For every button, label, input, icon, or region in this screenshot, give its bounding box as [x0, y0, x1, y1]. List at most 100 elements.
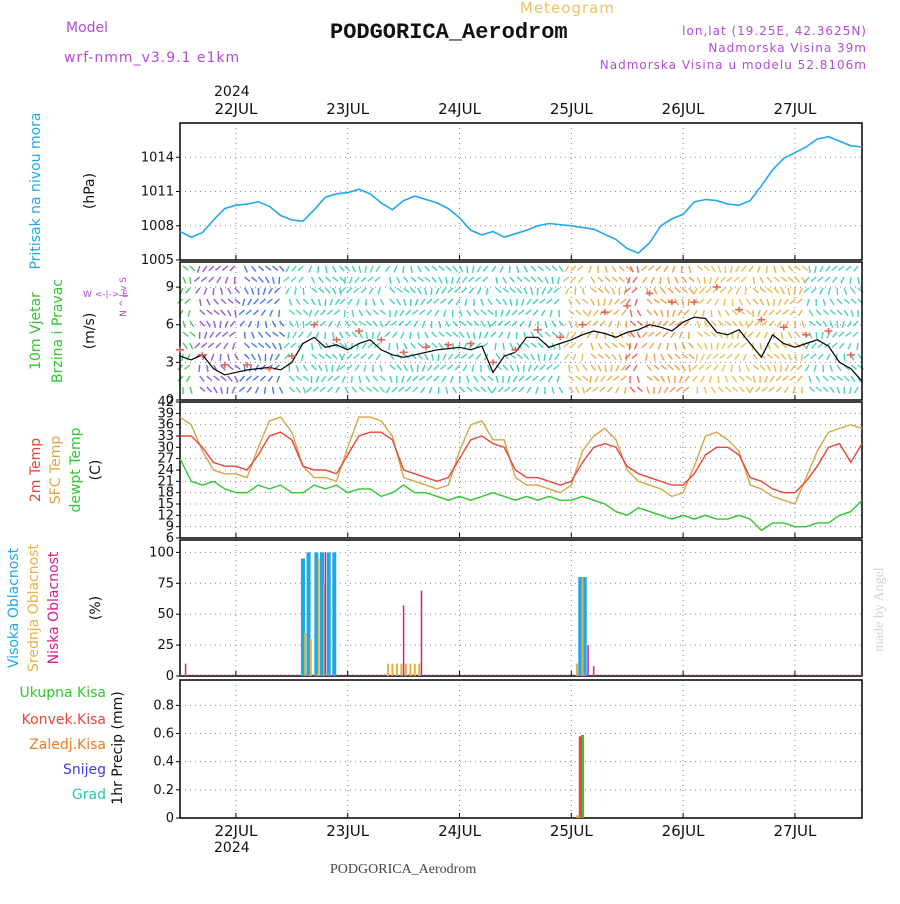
wind-barb — [611, 365, 612, 372]
wind-barb — [366, 387, 371, 391]
wind-barb — [410, 332, 411, 339]
wind-barb — [781, 365, 782, 372]
y-tick-label: 3 — [166, 355, 174, 370]
wind-barb — [703, 310, 705, 317]
wind-barb — [446, 266, 451, 271]
wind-barb — [840, 343, 845, 348]
wind-barb — [446, 387, 448, 394]
wind-barb — [425, 288, 427, 295]
wind-barb — [624, 387, 626, 394]
wind-barb — [500, 266, 503, 272]
wind-barb — [454, 288, 459, 292]
wind-barb — [309, 310, 311, 317]
wind-barb — [491, 332, 496, 337]
wind-barb — [697, 332, 702, 336]
wind-barb — [825, 277, 830, 282]
wind-barb — [312, 288, 317, 292]
wind-barb — [736, 288, 739, 294]
wind-barb — [333, 332, 335, 339]
wind-barb — [524, 277, 529, 281]
wind-barb — [439, 266, 444, 270]
cloud-bar — [587, 645, 589, 676]
wind-barb — [844, 310, 848, 316]
wind-barb — [505, 387, 510, 391]
wind-barb — [684, 387, 689, 391]
wind-barb — [436, 288, 439, 294]
wind-barb — [419, 376, 424, 380]
wind-barb — [364, 365, 366, 372]
wind-barb — [472, 365, 474, 372]
y-tick-label: 0.2 — [153, 783, 174, 798]
wind-barb — [312, 365, 317, 370]
wind-barb — [247, 387, 251, 392]
wind-barb — [517, 354, 522, 359]
wind-barb — [433, 299, 438, 303]
wind-barb — [583, 288, 584, 295]
wind-barb — [439, 343, 443, 348]
wind-barb — [668, 376, 670, 383]
wind-barb — [467, 310, 471, 316]
wind-barb — [228, 299, 233, 303]
wind-barb — [469, 277, 474, 282]
wind-barb — [767, 299, 769, 306]
wind-barb — [820, 266, 823, 272]
wind-barb — [802, 266, 807, 270]
wind-barb — [319, 354, 324, 358]
wind-barb — [268, 376, 272, 382]
wind-barb — [481, 376, 486, 381]
wind-barb — [462, 277, 466, 282]
wind-barb — [289, 310, 294, 314]
pressure-unit-label: (hPa) — [82, 173, 98, 209]
wind-barb — [788, 332, 791, 338]
wind-barb — [567, 332, 569, 339]
wind-barb — [293, 332, 296, 338]
wind-barb — [727, 354, 732, 359]
y-tick-label: 1008 — [141, 219, 174, 234]
wind-barb — [664, 266, 668, 272]
wind-barb — [481, 310, 486, 314]
wind-barb — [661, 288, 665, 293]
wind-barb — [483, 266, 488, 271]
wind-barb — [277, 376, 280, 382]
wind-barb — [823, 321, 827, 327]
wind-barb — [207, 376, 212, 381]
wind-barb — [816, 310, 821, 315]
wind-barb — [207, 299, 210, 305]
wind-barb — [818, 354, 823, 359]
wind-barb — [503, 343, 504, 350]
wind-barb — [837, 376, 842, 380]
wind-barb — [510, 354, 515, 358]
wind-barb — [397, 365, 402, 370]
wind-barb — [520, 321, 524, 327]
wind-barb — [615, 299, 620, 304]
wind-barb — [221, 376, 226, 381]
wind-barb — [654, 376, 659, 381]
wind-barb — [760, 365, 765, 370]
wind-barb — [485, 332, 488, 338]
wind-barb — [463, 365, 467, 371]
wind-barb — [244, 277, 249, 281]
wind-barb — [760, 343, 761, 350]
wind-barb — [538, 332, 543, 337]
wind-barb — [402, 376, 404, 383]
wind-barb — [221, 288, 223, 295]
wind-barb — [767, 365, 770, 371]
x-tick-label-top: 24JUL — [438, 100, 481, 118]
wind-barb — [682, 288, 687, 293]
wind-barb — [630, 310, 632, 317]
wind-barb — [453, 332, 458, 337]
wind-barb — [788, 277, 793, 282]
wind-barb — [689, 277, 694, 282]
x-tick-label-bottom: 23JUL — [326, 822, 369, 840]
wind-speed-line — [180, 317, 862, 381]
wind-barb — [552, 277, 553, 284]
wind-barb — [265, 332, 270, 337]
wind-barb — [322, 376, 326, 382]
meteogram-label: Meteogram — [520, 0, 615, 17]
wind-barb — [753, 354, 757, 359]
wind-barb — [621, 299, 626, 304]
wind-barb — [718, 310, 720, 317]
wind-barb — [779, 299, 782, 306]
y-tick-label: 0 — [166, 811, 174, 826]
wind-barb — [649, 266, 654, 270]
